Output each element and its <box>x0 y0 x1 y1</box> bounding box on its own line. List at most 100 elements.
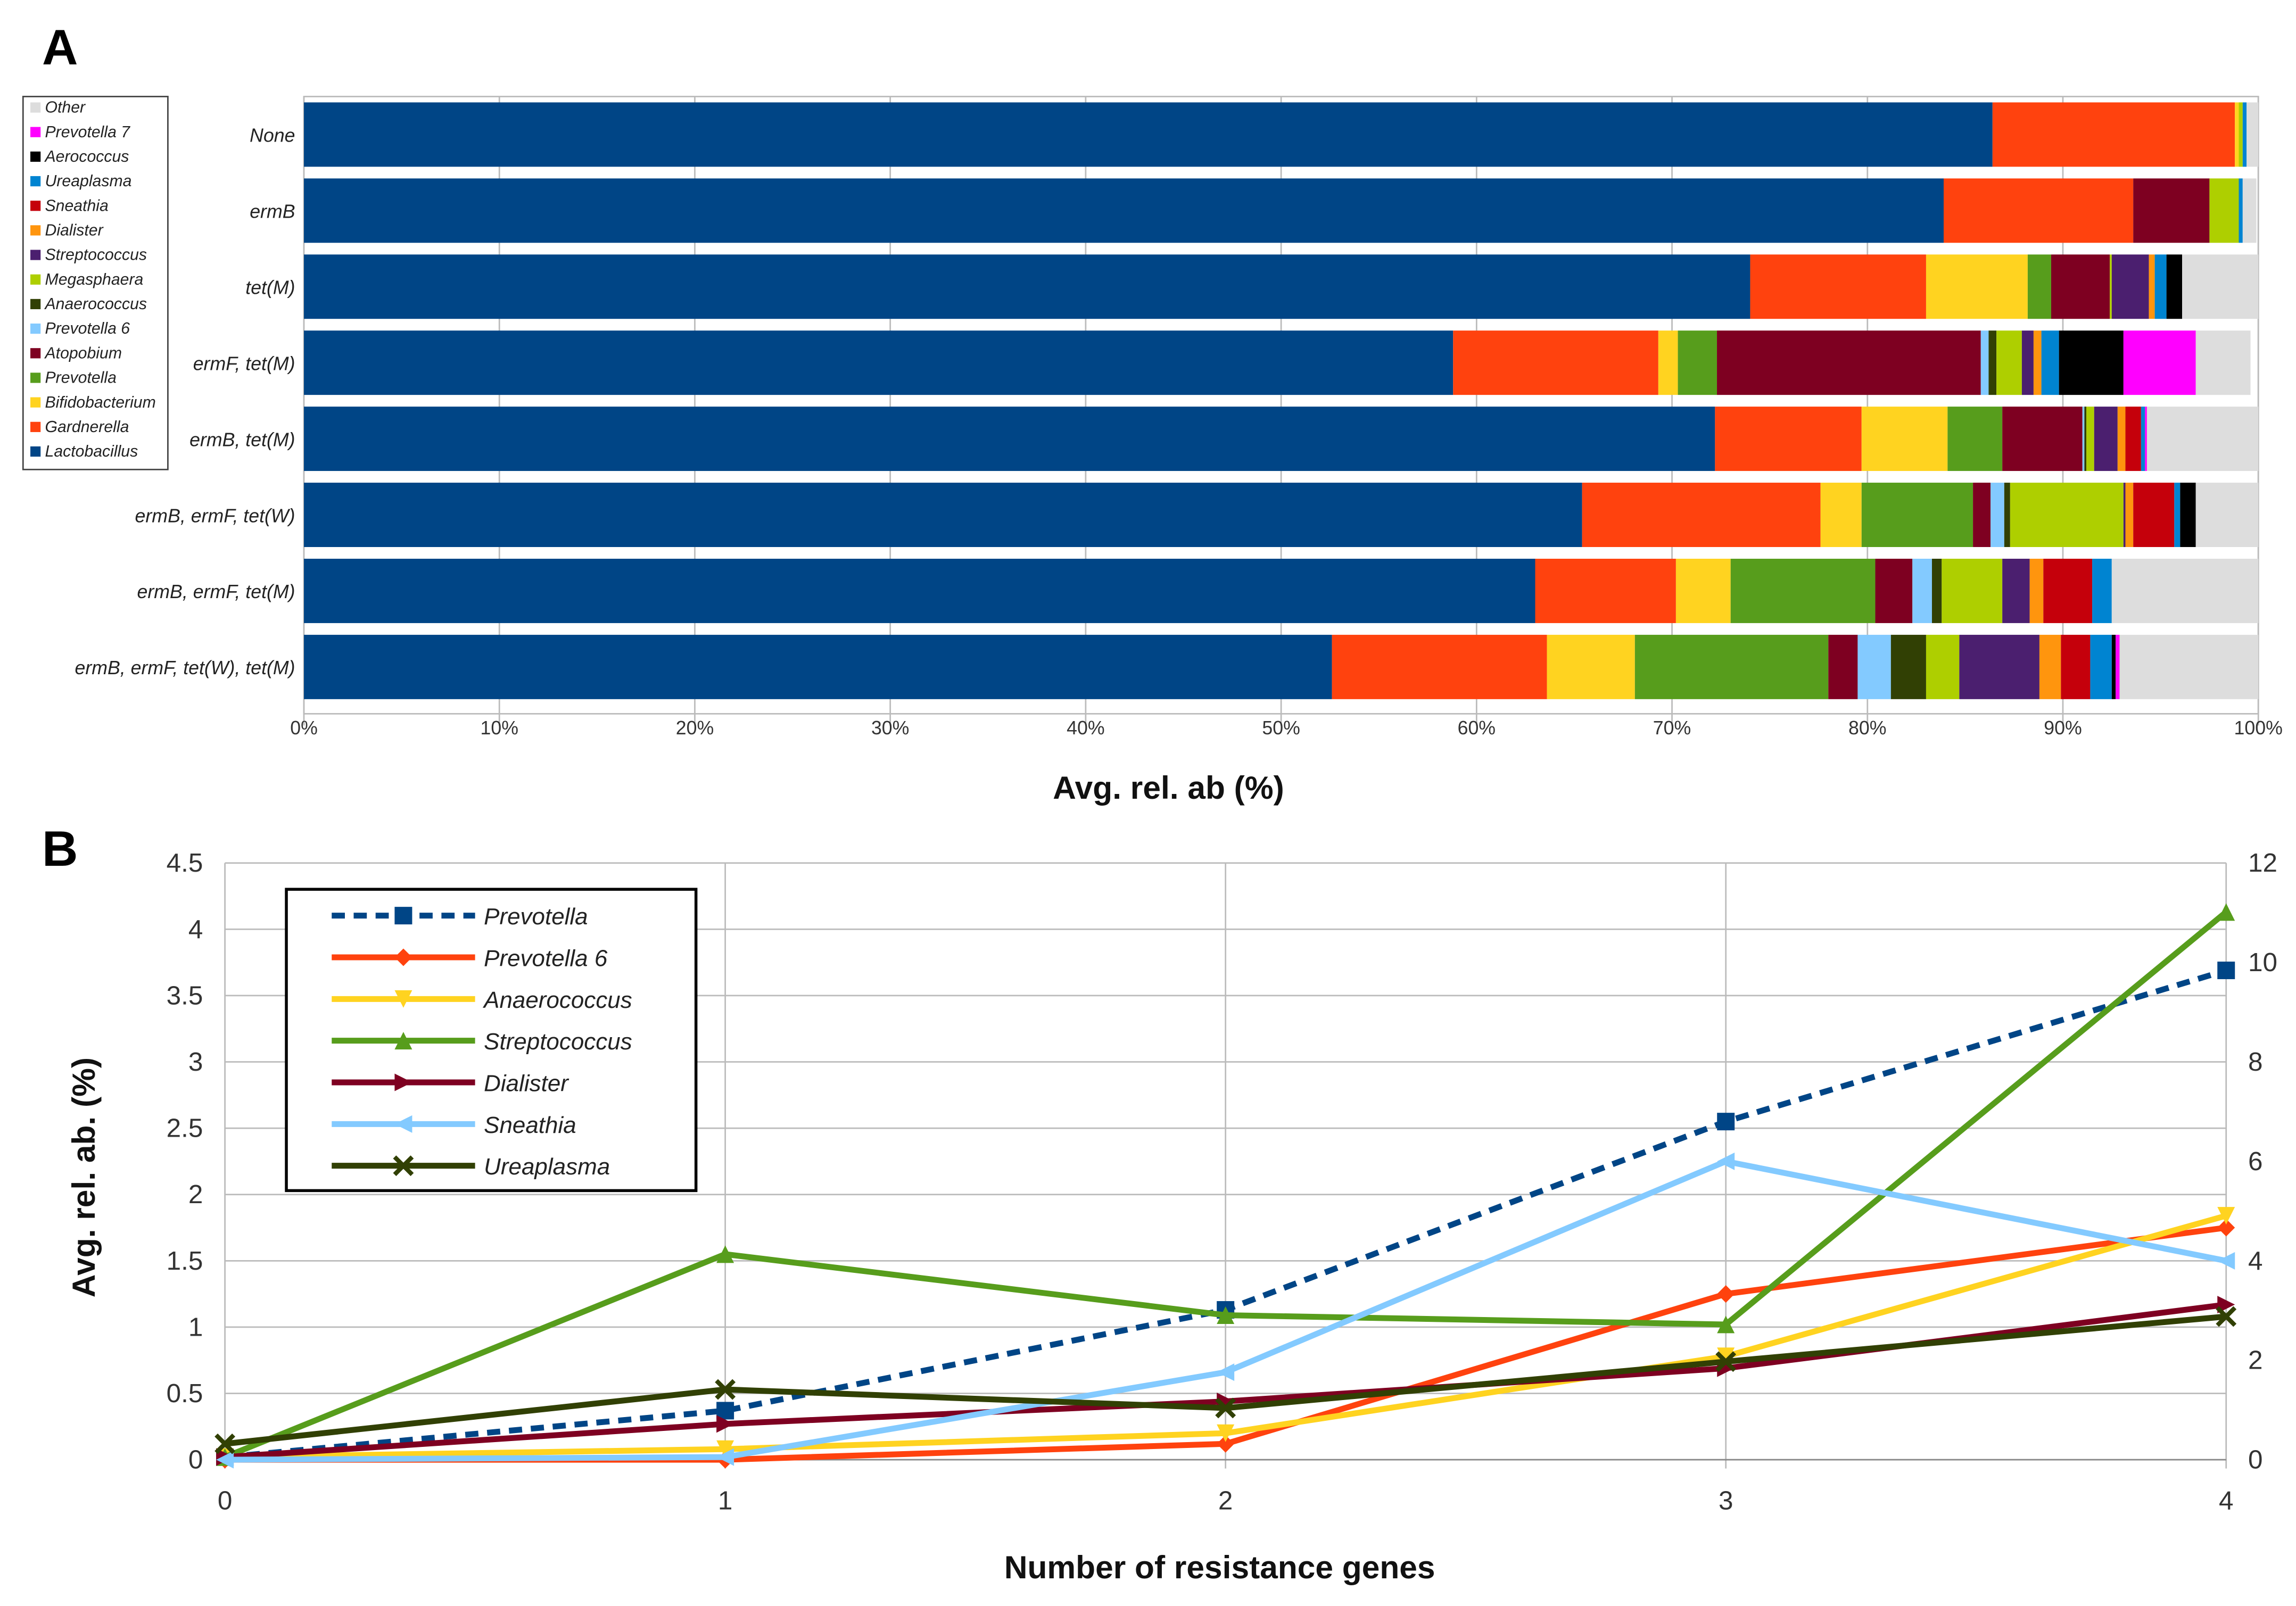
data-point-sneathia <box>2217 1252 2235 1270</box>
bar-segment-prevotella <box>1947 407 2003 471</box>
legend-label: Ureaplasma <box>484 1154 610 1180</box>
x-tick-label: 90% <box>2044 717 2082 739</box>
x-tick-label: 100% <box>2234 717 2283 739</box>
y2-tick-label: 4 <box>2248 1246 2263 1276</box>
data-point-streptococcus <box>1217 1306 1235 1324</box>
legend-label: Aerococcus <box>44 148 129 165</box>
bar-segment-atopobium <box>2133 178 2210 243</box>
bar-segment-prevotella <box>2027 254 2051 319</box>
data-point-dialister <box>2217 1296 2235 1314</box>
bar-segment-gardnerella <box>1582 483 1821 547</box>
bar-segment-ureaplasma <box>2242 102 2247 167</box>
y2-tick-label: 12 <box>2248 848 2277 877</box>
data-point-sneathia <box>1717 1152 1735 1170</box>
data-point-ureaplasma <box>1715 1351 1737 1372</box>
bar-segment-megasphaera <box>2239 102 2243 167</box>
data-point-ureaplasma <box>715 1379 736 1400</box>
legend-label: Prevotella 6 <box>45 320 130 337</box>
legend-swatch <box>30 201 41 211</box>
bar-segment-atopobium <box>1875 558 1913 623</box>
data-point-prevotella <box>1717 1113 1735 1131</box>
legend-swatch <box>30 299 41 310</box>
bar-segment-other <box>2146 407 2259 471</box>
y-tick-label: 4 <box>188 915 203 944</box>
bar-segment-megasphaera <box>1926 634 1960 699</box>
bar-segment-dialister <box>2149 254 2155 319</box>
legend-marker-dialister <box>394 1073 412 1091</box>
bar-segment-atopobium <box>2002 407 2083 471</box>
bar-segment-megasphaera <box>1996 330 2022 395</box>
x-tick-label: 3 <box>1719 1486 1733 1516</box>
legend-swatch <box>30 102 41 113</box>
bar-segment-anaerococcus <box>1988 330 1997 395</box>
bar-segment-gardnerella <box>1332 634 1547 699</box>
y-tick-label: 0 <box>188 1445 203 1475</box>
bar-segment-prevotella-6 <box>1912 558 1932 623</box>
bar-segment-lactobacillus <box>304 330 1453 395</box>
y-tick-label: 1.5 <box>167 1246 203 1276</box>
data-point-anaerococcus <box>716 1440 734 1458</box>
x-tick-label: 2 <box>1218 1486 1233 1516</box>
bar-segment-aerococcus <box>2111 634 2116 699</box>
bar-segment-sneathia <box>2133 483 2175 547</box>
bar-segment-lactobacillus <box>304 483 1582 547</box>
legend-label: Atopobium <box>44 344 122 362</box>
bar-segment-atopobium <box>2051 254 2110 319</box>
category-label: ermF, tet(M) <box>193 353 295 374</box>
bar-segment-anaerococcus <box>1890 634 1926 699</box>
legend-marker-anaerococcus <box>394 990 412 1008</box>
bar-segment-atopobium <box>1828 634 1858 699</box>
x-tick-label: 40% <box>1067 717 1105 739</box>
legend-swatch <box>30 446 41 457</box>
bar-segment-bifidobacterium <box>1658 330 1678 395</box>
bar-segment-prevotella-7 <box>2116 634 2120 699</box>
bar-segment-other <box>2195 483 2259 547</box>
category-label: ermB, ermF, tet(W), tet(M) <box>75 657 295 678</box>
bar-segment-streptococcus <box>2021 330 2034 395</box>
x-tick-label: 20% <box>676 717 714 739</box>
legend-label: Anaerococcus <box>482 987 632 1013</box>
bar-segment-other <box>2119 634 2259 699</box>
bar-segment-prevotella <box>1730 558 1876 623</box>
legend-swatch <box>30 421 41 432</box>
y2-tick-label: 2 <box>2248 1346 2263 1375</box>
legend-label: Dialister <box>45 222 104 239</box>
y2-tick-label: 10 <box>2248 948 2277 977</box>
category-label: ermB, ermF, tet(W) <box>135 505 295 526</box>
bar-segment-bifidobacterium <box>1820 483 1862 547</box>
legend-label: Prevotella <box>45 369 117 387</box>
legend-label: Anaerococcus <box>44 295 147 313</box>
legend-marker-streptococcus <box>394 1032 412 1050</box>
bar-segment-megasphaera <box>2209 178 2239 243</box>
bar-segment-gardnerella <box>1535 558 1676 623</box>
bar-segment-prevotella-6 <box>2082 407 2085 471</box>
bar-segment-aerococcus <box>2166 254 2182 319</box>
x-axis-title: Number of resistance genes <box>1004 1549 1435 1585</box>
bar-segment-other <box>2182 254 2259 319</box>
bar-segment-streptococcus <box>2123 483 2126 547</box>
bar-segment-lactobacillus <box>304 178 1944 243</box>
y-tick-label: 4.5 <box>167 848 203 877</box>
bar-segment-lactobacillus <box>304 407 1715 471</box>
data-point-streptococcus <box>716 1245 734 1263</box>
bar-segment-ureaplasma <box>2141 407 2145 471</box>
bar-segment-lactobacillus <box>304 254 1750 319</box>
bar-segment-prevotella <box>1678 330 1717 395</box>
bar-segment-aerococcus <box>2180 483 2196 547</box>
bar-segment-sneathia <box>2125 407 2141 471</box>
bar-segment-other <box>2247 102 2259 167</box>
data-point-dialister <box>716 1415 734 1433</box>
legend-label: Other <box>45 99 87 117</box>
legend-label: Dialister <box>484 1070 569 1096</box>
bar-segment-megasphaera <box>1942 558 2003 623</box>
bar-segment-lactobacillus <box>304 634 1332 699</box>
legend-label: Lactobacillus <box>45 443 138 460</box>
legend-marker-prevotella <box>394 907 412 925</box>
bar-segment-streptococcus <box>2094 407 2118 471</box>
bar-segment-other <box>2242 178 2257 243</box>
legend-swatch <box>30 274 41 285</box>
legend-label: Prevotella <box>484 904 588 930</box>
panel-b-label: B <box>42 821 78 876</box>
bar-segment-ureaplasma <box>2090 634 2112 699</box>
bar-segment-megasphaera <box>2086 407 2094 471</box>
